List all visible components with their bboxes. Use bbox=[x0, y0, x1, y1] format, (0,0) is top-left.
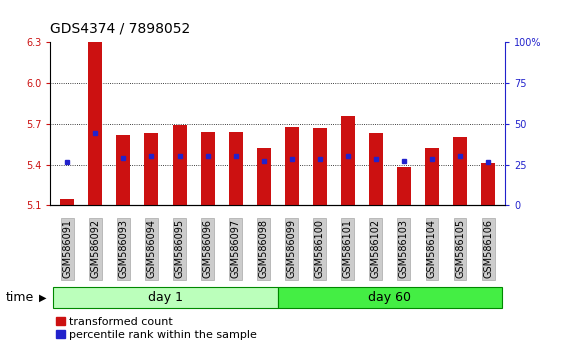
Text: GSM586095: GSM586095 bbox=[174, 219, 185, 279]
Bar bbox=[60, 199, 74, 205]
Bar bbox=[313, 128, 327, 205]
Bar bbox=[173, 125, 186, 205]
Bar bbox=[425, 148, 439, 205]
Text: GSM586106: GSM586106 bbox=[483, 219, 493, 278]
Bar bbox=[88, 42, 102, 205]
Bar bbox=[117, 135, 130, 205]
Text: GSM586097: GSM586097 bbox=[231, 219, 241, 279]
Bar bbox=[341, 116, 355, 205]
Text: GSM586092: GSM586092 bbox=[90, 219, 100, 279]
Text: GSM586104: GSM586104 bbox=[427, 219, 437, 278]
Bar bbox=[257, 148, 270, 205]
Bar bbox=[369, 133, 383, 205]
Text: GSM586096: GSM586096 bbox=[203, 219, 213, 278]
FancyBboxPatch shape bbox=[53, 287, 278, 308]
Text: GSM586100: GSM586100 bbox=[315, 219, 325, 278]
Text: GSM586099: GSM586099 bbox=[287, 219, 297, 278]
Text: ▶: ▶ bbox=[39, 292, 47, 302]
Text: GSM586091: GSM586091 bbox=[62, 219, 72, 278]
Text: GSM586098: GSM586098 bbox=[259, 219, 269, 278]
Text: GSM586101: GSM586101 bbox=[343, 219, 353, 278]
Text: time: time bbox=[6, 291, 34, 304]
Bar bbox=[397, 167, 411, 205]
Bar bbox=[453, 137, 467, 205]
Text: GSM586103: GSM586103 bbox=[399, 219, 409, 278]
Bar bbox=[284, 127, 298, 205]
Bar bbox=[481, 163, 495, 205]
Text: day 1: day 1 bbox=[148, 291, 183, 304]
Text: GSM586105: GSM586105 bbox=[455, 219, 465, 279]
Bar bbox=[229, 132, 242, 205]
Bar bbox=[144, 133, 158, 205]
Text: day 60: day 60 bbox=[369, 291, 411, 304]
Text: GSM586102: GSM586102 bbox=[371, 219, 381, 279]
Text: GSM586093: GSM586093 bbox=[118, 219, 128, 278]
FancyBboxPatch shape bbox=[278, 287, 502, 308]
Text: GSM586094: GSM586094 bbox=[146, 219, 157, 278]
Legend: transformed count, percentile rank within the sample: transformed count, percentile rank withi… bbox=[56, 317, 257, 340]
Text: GDS4374 / 7898052: GDS4374 / 7898052 bbox=[50, 21, 191, 35]
Bar bbox=[201, 132, 214, 205]
